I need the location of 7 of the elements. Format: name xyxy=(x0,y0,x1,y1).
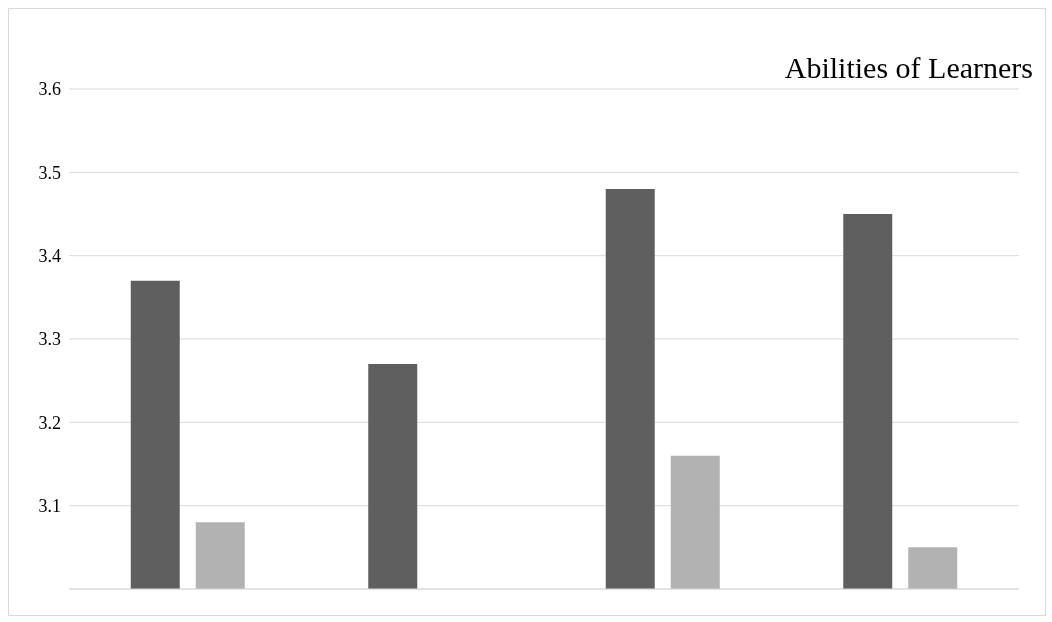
y-tick-label: 3.5 xyxy=(38,162,61,183)
y-tick-label: 3.6 xyxy=(38,79,61,100)
y-tick-label: 3.3 xyxy=(38,329,61,350)
y-tick-label: 3.2 xyxy=(38,412,61,433)
y-tick-label: 3.4 xyxy=(38,246,61,267)
y-tick-label: 3.1 xyxy=(38,496,61,517)
chart-title: Abilities of Learners xyxy=(784,51,1033,85)
